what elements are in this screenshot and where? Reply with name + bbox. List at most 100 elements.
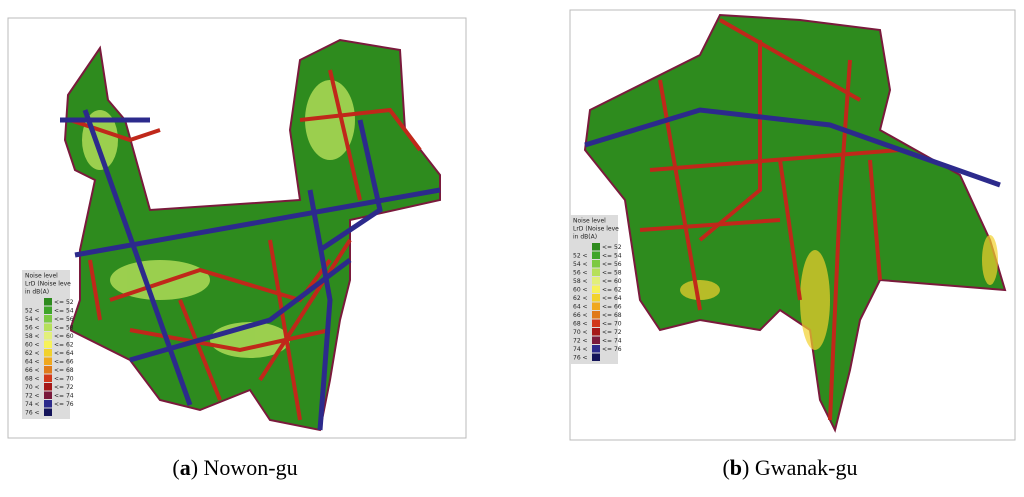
major-roads	[60, 109, 441, 431]
legend-swatch	[44, 315, 52, 323]
legend-high: <= 68	[602, 312, 622, 319]
legend-low: 54 <	[573, 261, 588, 268]
legend-swatch	[44, 400, 52, 408]
legend-low: 52 <	[573, 252, 588, 259]
legend-swatch	[44, 383, 52, 391]
legend-swatch	[44, 366, 52, 374]
legend-low: 74 <	[25, 401, 40, 408]
legend-low: 62 <	[573, 295, 588, 302]
legend-swatch	[44, 323, 52, 331]
legend-low: 60 <	[573, 286, 588, 293]
legend-swatch	[44, 298, 52, 306]
legend-swatch	[592, 285, 600, 293]
legend-low: 72 <	[573, 337, 588, 344]
legend-low: 62 <	[25, 350, 40, 357]
caption-label: a	[180, 455, 191, 480]
legend-low: 64 <	[25, 358, 40, 365]
legend-swatch	[44, 332, 52, 340]
legend-high: <= 60	[54, 333, 74, 340]
legend-low: 76 <	[573, 354, 588, 361]
legend-low: 70 <	[573, 329, 588, 336]
legend-high: <= 60	[602, 278, 622, 285]
legend-swatch	[592, 294, 600, 302]
legend-swatch	[44, 340, 52, 348]
legend-low: 68 <	[25, 375, 40, 382]
legend-high: <= 72	[54, 384, 74, 391]
legend-high: <= 58	[602, 269, 622, 276]
legend-high: <= 66	[602, 303, 622, 310]
legend-high: <= 72	[602, 329, 622, 336]
legend-low: 70 <	[25, 384, 40, 391]
legend-swatch	[592, 251, 600, 259]
legend-high: <= 64	[54, 350, 74, 357]
legend-high: <= 54	[602, 252, 622, 259]
noise-patches	[680, 235, 998, 350]
legend-swatch	[592, 328, 600, 336]
legend-high: <= 62	[602, 286, 622, 293]
legend-low: 60 <	[25, 341, 40, 348]
legend-swatch	[44, 349, 52, 357]
caption: (b) Gwanak-gu	[722, 455, 857, 480]
legend-swatch	[44, 408, 52, 416]
legend-low: 52 <	[25, 307, 40, 314]
legend-title: Noise level	[573, 218, 606, 225]
legend-high: <= 64	[602, 295, 622, 302]
legend-high: <= 74	[54, 392, 74, 399]
legend-low: 72 <	[25, 392, 40, 399]
legend-high: <= 70	[54, 375, 74, 382]
legend-high: <= 52	[54, 299, 74, 306]
legend-low: 66 <	[573, 312, 588, 319]
legend-swatch	[44, 391, 52, 399]
caption-label: b	[730, 455, 742, 480]
legend-swatch	[592, 353, 600, 361]
legend-swatch	[592, 319, 600, 327]
map-area	[583, 13, 1007, 433]
legend-high: <= 62	[54, 341, 74, 348]
legend-swatch	[44, 357, 52, 365]
legend-low: 56 <	[573, 269, 588, 276]
legend-swatch	[592, 277, 600, 285]
legend-high: <= 76	[54, 401, 74, 408]
roads	[69, 69, 422, 421]
legend-swatch	[592, 243, 600, 251]
legend-subtitle: LrD (Noise leve	[573, 226, 619, 233]
caption: (a) Nowon-gu	[172, 455, 297, 480]
legend-swatch	[44, 306, 52, 314]
caption-rest: ) Gwanak-gu	[742, 455, 857, 480]
legend-swatch	[592, 345, 600, 353]
legend-low: 66 <	[25, 367, 40, 374]
legend-low: 68 <	[573, 320, 588, 327]
legend-unit: in dB(A)	[25, 289, 49, 296]
legend-high: <= 54	[54, 307, 74, 314]
legend-swatch	[592, 268, 600, 276]
legend-low: 58 <	[573, 278, 588, 285]
legend-high: <= 74	[602, 337, 622, 344]
legend-unit: in dB(A)	[573, 234, 597, 241]
major-roads	[584, 107, 1001, 188]
legend-low: 74 <	[573, 346, 588, 353]
legend-high: <= 68	[54, 367, 74, 374]
caption-open: (	[722, 455, 729, 480]
legend-high: <= 66	[54, 358, 74, 365]
legend-swatch	[592, 302, 600, 310]
legend-swatch	[592, 311, 600, 319]
legend-high: <= 56	[54, 316, 74, 323]
legend-low: 64 <	[573, 303, 588, 310]
legend-swatch	[592, 336, 600, 344]
legend-swatch	[44, 374, 52, 382]
caption-rest: ) Nowon-gu	[191, 455, 298, 480]
legend-low: 56 <	[25, 324, 40, 331]
legend-swatch	[592, 260, 600, 268]
legend-high: <= 76	[602, 346, 622, 353]
legend-low: 58 <	[25, 333, 40, 340]
caption-open: (	[172, 455, 179, 480]
legend-low: 54 <	[25, 316, 40, 323]
legend-title: Noise level	[25, 273, 58, 280]
legend-high: <= 56	[602, 261, 622, 268]
legend-high: <= 58	[54, 324, 74, 331]
legend-subtitle: LrD (Noise leve	[25, 281, 71, 288]
legend-low: 76 <	[25, 409, 40, 416]
legend-high: <= 70	[602, 320, 622, 327]
